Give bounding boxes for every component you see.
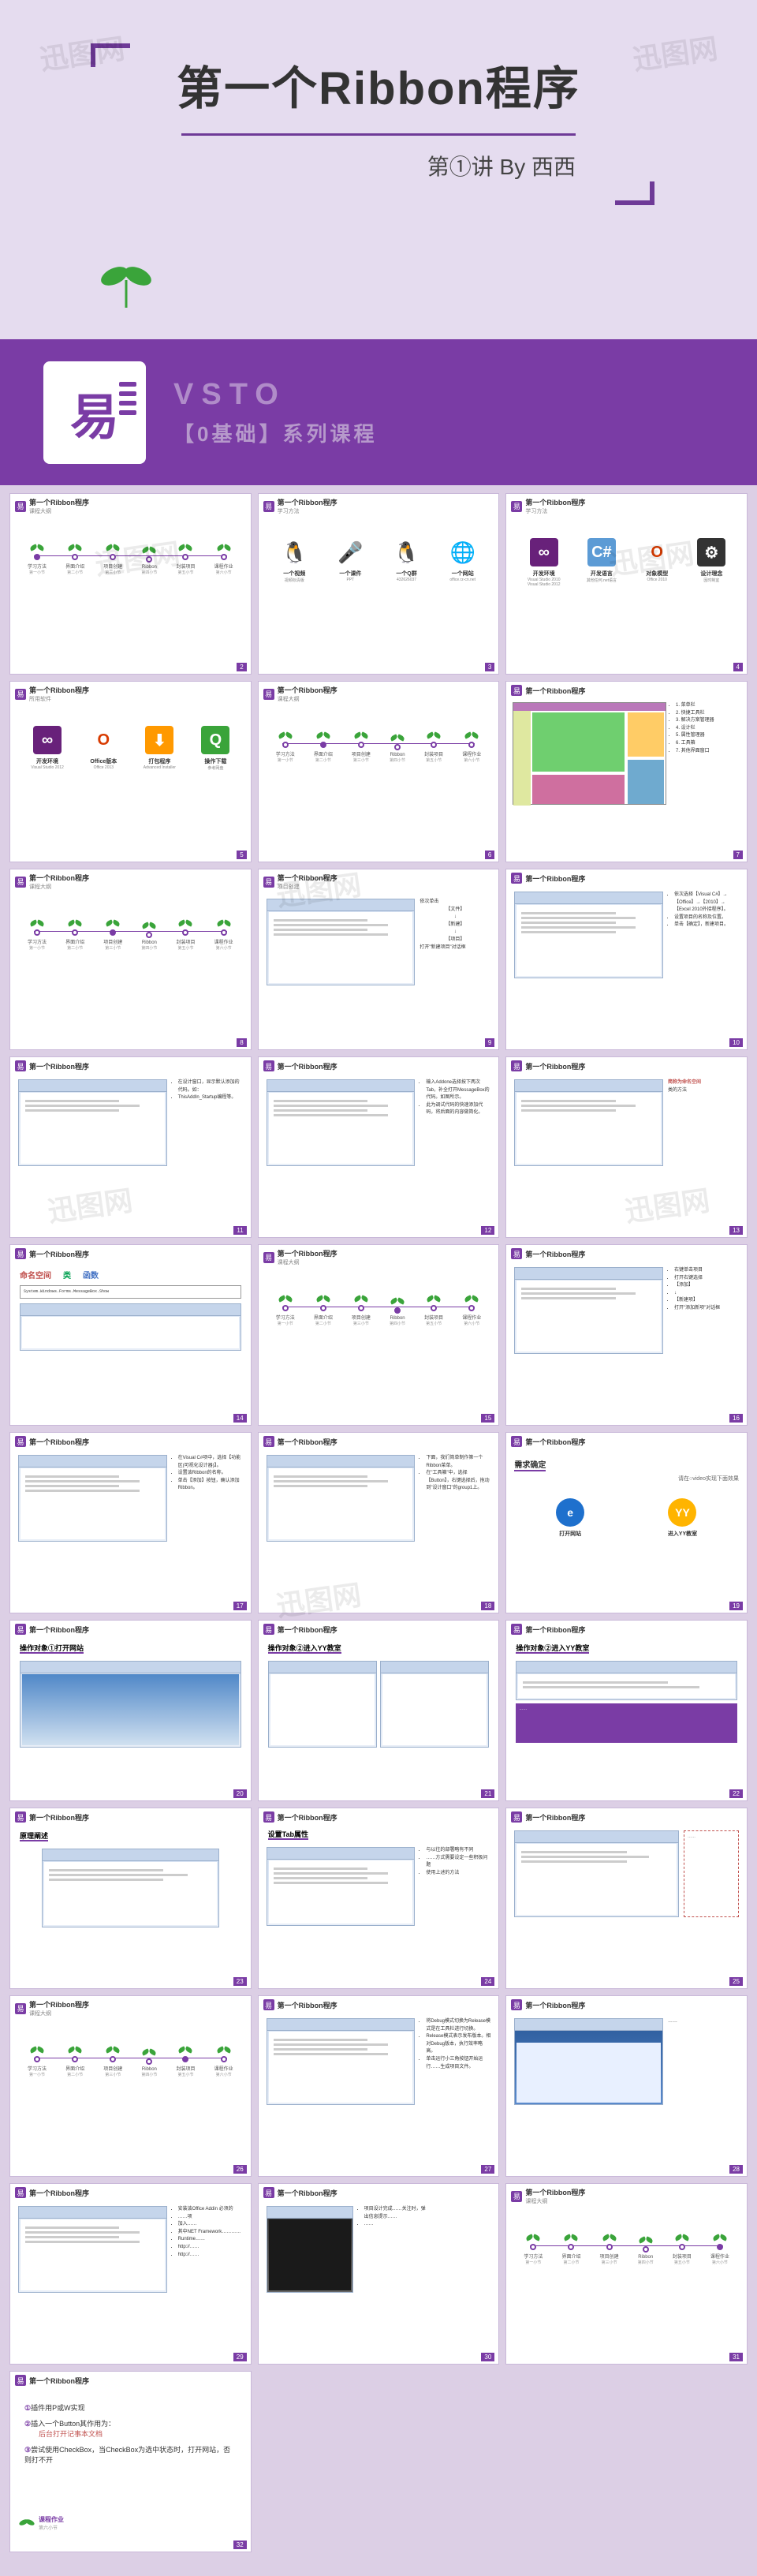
slide-4: 易第一个Ribbon程序学习方法 ∞开发环境Visual Studio 2010… — [505, 493, 748, 675]
slide-13: 易第一个Ribbon程序 简称为命名空间 类的方法 13 — [505, 1056, 748, 1238]
slide-26: 易第一个Ribbon程序课程大纲 学习方法第一小节界面介绍第二小节项目创建第三小… — [9, 1995, 252, 2177]
title-main: 第一个Ribbon程序 — [63, 51, 694, 118]
slide-12: 易第一个Ribbon程序 输入Addone选择按下两次Tab，补全打开Messa… — [258, 1056, 500, 1238]
slide-14: 易第一个Ribbon程序 命名空间类函数 System.Windows.Form… — [9, 1244, 252, 1426]
slide-30: 易第一个Ribbon程序 项目设计完成……关注时，弹出信息提示………… 30 — [258, 2183, 500, 2365]
slide-2: 易第一个Ribbon程序课程大纲 学习方法第一小节界面介绍第二小节项目创建第三小… — [9, 493, 252, 675]
slide-23: 易第一个Ribbon程序 原理阐述 23 — [9, 1808, 252, 1989]
title-sub: 第①讲 By 西西 — [63, 150, 576, 181]
slide-15: 易第一个Ribbon程序课程大纲 学习方法第一小节界面介绍第二小节项目创建第三小… — [258, 1244, 500, 1426]
slide-19: 易第一个Ribbon程序 需求确定 请在○video实现下面效果 e打开网站YY… — [505, 1432, 748, 1613]
slide-27: 易第一个Ribbon程序 将Debug模式切换为Release模式是在工具栏进行… — [258, 1995, 500, 2177]
slide-31: 易第一个Ribbon程序课程大纲 学习方法第一小节界面介绍第二小节项目创建第三小… — [505, 2183, 748, 2365]
banner-line1: VSTO — [173, 378, 377, 412]
slide-8: 易第一个Ribbon程序课程大纲 学习方法第一小节界面介绍第二小节项目创建第三小… — [9, 869, 252, 1050]
slide-17: 易第一个Ribbon程序 在Visual C#项中，选择【功能区(可视化设计器)… — [9, 1432, 252, 1613]
slide-6: 易第一个Ribbon程序课程大纲 学习方法第一小节界面介绍第二小节项目创建第三小… — [258, 681, 500, 862]
slide-7: 易第一个Ribbon程序 1. 菜单栏2. 快捷工具栏3. 解决方案管理器4. … — [505, 681, 748, 862]
slide-3: 易第一个Ribbon程序学习方法 🐧一个视频视频标清版🎤一个课件PPT🐧一个Q群… — [258, 493, 500, 675]
logo-char: 易 — [70, 377, 119, 448]
sprout-icon — [87, 245, 166, 323]
slide-25: 易第一个Ribbon程序 …… 25 — [505, 1808, 748, 1989]
sprout-icon — [18, 2514, 35, 2532]
slide-21: 易第一个Ribbon程序 操作对象②进入YY教室 21 — [258, 1620, 500, 1801]
slide-grid: 易第一个Ribbon程序课程大纲 学习方法第一小节界面介绍第二小节项目创建第三小… — [0, 485, 757, 2576]
slide-20: 易第一个Ribbon程序 操作对象①打开网站 20 — [9, 1620, 252, 1801]
slide-18: 易第一个Ribbon程序 下面，我们简单制作第一个Ribbon菜单。在"工具箱"… — [258, 1432, 500, 1613]
slide-29: 易第一个Ribbon程序 安装该Office Addin 必须的……项加入……其… — [9, 2183, 252, 2365]
slide-32: 易第一个Ribbon程序 ①插件用P或W实现②插入一个Button其作用为：后台… — [9, 2371, 252, 2552]
slide-16: 易第一个Ribbon程序 右键单击项目打开右键选择【添加】↓【新建项】打开"添加… — [505, 1244, 748, 1426]
timeline: 学习方法第一小节界面介绍第二小节项目创建第三小节Ribbon第四小节封装项目第五… — [18, 538, 243, 575]
slide-5: 易第一个Ribbon程序所用软件 ∞开发环境Visual Studio 2012… — [9, 681, 252, 862]
logo-box: 易 — [43, 361, 146, 464]
slide-11: 易第一个Ribbon程序 在设计窗口，显示默认添加的代码。如：ThisAddIn… — [9, 1056, 252, 1238]
slide-9: 易第一个Ribbon程序项目创建 依次单击【文件】↓【新建】↓【项目】打开"新建… — [258, 869, 500, 1050]
course-banner: 易 VSTO 【0基础】系列课程 — [0, 339, 757, 485]
slide-10: 易第一个Ribbon程序 依次选择【Visual C#】→【Office】→【2… — [505, 869, 748, 1050]
slide-22: 易第一个Ribbon程序 操作对象②进入YY教室 …… 22 — [505, 1620, 748, 1801]
banner-line2: 【0基础】系列课程 — [173, 418, 377, 447]
slide-24: 易第一个Ribbon程序 设置Tab属性 与以往的部署略有不同……方式需要设定一… — [258, 1808, 500, 1989]
title-slide: 第一个Ribbon程序 第①讲 By 西西 — [0, 0, 757, 339]
slide-28: 易第一个Ribbon程序 …… 28 — [505, 1995, 748, 2177]
